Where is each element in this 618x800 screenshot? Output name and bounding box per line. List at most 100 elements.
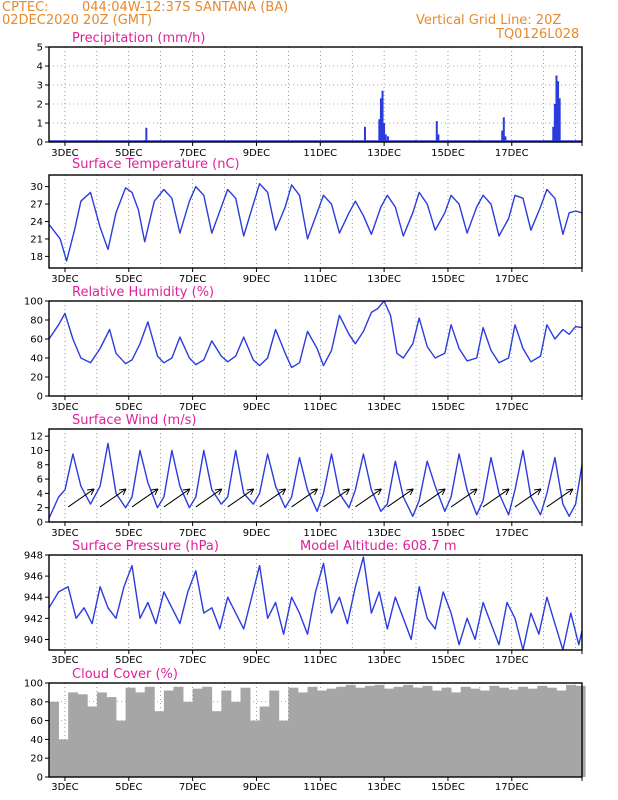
wind-vector [387,488,414,508]
x-tick-label: 17DEC [495,402,529,413]
x-tick-label: 9DEC [243,528,270,539]
y-tick-label: 20 [30,373,43,384]
wind-arrowhead [118,488,127,496]
panel-frame [48,554,583,651]
y-tick-label: 944 [24,593,43,604]
y-tick-label: 24 [30,217,43,228]
precip-bar [383,123,386,142]
y-tick-label: 60 [30,716,43,727]
y-tick-label: 6 [37,475,43,486]
cloud-bar [135,692,146,777]
y-tick-label: 20 [30,754,43,765]
wind-arrowhead [182,488,191,496]
wind-vector [355,488,382,508]
x-tick-label: 7DEC [179,402,206,413]
cloud-bar [58,739,69,777]
precip-bar [557,81,560,142]
x-tick-label: 15DEC [431,402,465,413]
y-tick-label: 27 [30,200,43,211]
precip-bar [552,126,555,142]
cloud-bar [259,706,270,777]
x-tick-label: 11DEC [303,402,337,413]
panel-title: Surface Pressure (hPa) [72,539,219,554]
precip-bar [363,126,366,142]
cloud-bar [269,690,280,777]
cloud-bar [326,688,337,777]
cloud-bar [192,688,203,777]
y-tick-label: 8 [37,460,43,471]
cloud-bar [211,711,222,777]
y-tick-label: 100 [24,679,43,690]
y-tick-label: 5 [37,43,43,54]
series-line [48,556,583,651]
cloud-bar [499,687,509,777]
panel-2: Surface Temperature (nC) 18 21 24 27 30 3DEC 5D… [30,157,583,285]
wind-vector [259,488,286,508]
cloud-bar [125,687,136,777]
cloud-bar [240,687,251,777]
wind-vector [546,488,574,508]
x-tick-label: 9DEC [243,782,270,793]
header-run: 02DEC2020 20Z (GMT) [2,13,152,28]
precip-bar [435,121,438,142]
y-tick-label: 100 [24,297,43,308]
panel-1: Precipitation (mm/h) 0 1 2 3 4 5 3DEC 5DEC 7DEC 9D… [37,31,583,159]
panel-title: Surface Wind (m/s) [72,413,196,428]
cloud-bar [144,686,155,777]
precip-bar [553,104,556,142]
panel-frame [48,428,583,523]
y-tick-label: 0 [37,773,43,784]
y-tick-label: 0 [37,392,43,403]
cloud-bar [288,687,299,777]
panel-frame [48,174,583,269]
x-tick-label: 13DEC [367,148,401,159]
y-tick-label: 60 [30,335,43,346]
cloud-bar [49,701,59,777]
precip-bar [501,130,504,142]
cloud-bar [116,720,126,777]
wind-vector [418,488,446,508]
cloud-bar [537,685,548,777]
wind-arrowhead [150,488,159,496]
y-tick-label: 4 [37,62,43,73]
y-tick-label: 21 [30,234,43,245]
cloud-bar [384,688,395,777]
x-tick-label: 7DEC [179,655,206,666]
precip-bar [437,134,440,142]
x-tick-label: 3DEC [51,655,78,666]
panel-title: Relative Humidity (%) [72,285,214,300]
x-tick-label: 5DEC [115,148,142,159]
wind-vector [291,488,318,508]
cloud-bar [470,688,481,777]
x-tick-label: 17DEC [495,655,529,666]
wind-arrowhead [406,488,414,496]
series-line [48,300,583,369]
x-tick-label: 3DEC [51,402,78,413]
panel-frame [48,682,583,778]
y-tick-label: 4 [37,489,43,500]
wind-vector [67,488,95,508]
cloud-bar [278,720,289,777]
y-tick-label: 946 [24,572,43,583]
wind-vector [163,488,191,508]
wind-arrowhead [565,488,574,496]
panel-3: Relative Humidity (%) 0 20 40 60 80 100 3DEC 5DE… [24,285,583,413]
cloud-bar [106,697,117,777]
wind-vector [482,488,510,508]
cloud-bar [77,694,88,777]
wind-arrowhead [310,488,319,496]
cloud-bar [556,690,567,777]
panel-4: Surface Wind (m/s) 0 2 4 6 8 10 12 3DEC 5DEC 7DEC 9… [30,413,583,539]
y-tick-label: 2 [37,503,43,514]
cloud-bar [403,684,414,777]
precip-bar [381,90,384,142]
wind-arrowhead [501,488,510,496]
precip-bar [379,98,382,142]
cloud-bar [451,692,462,777]
cloud-bar [518,686,529,777]
x-tick-label: 17DEC [495,782,529,793]
precip-bar [504,136,507,142]
wind-arrowhead [533,488,542,496]
wind-arrowhead [374,488,382,496]
cloud-bar [393,686,404,777]
